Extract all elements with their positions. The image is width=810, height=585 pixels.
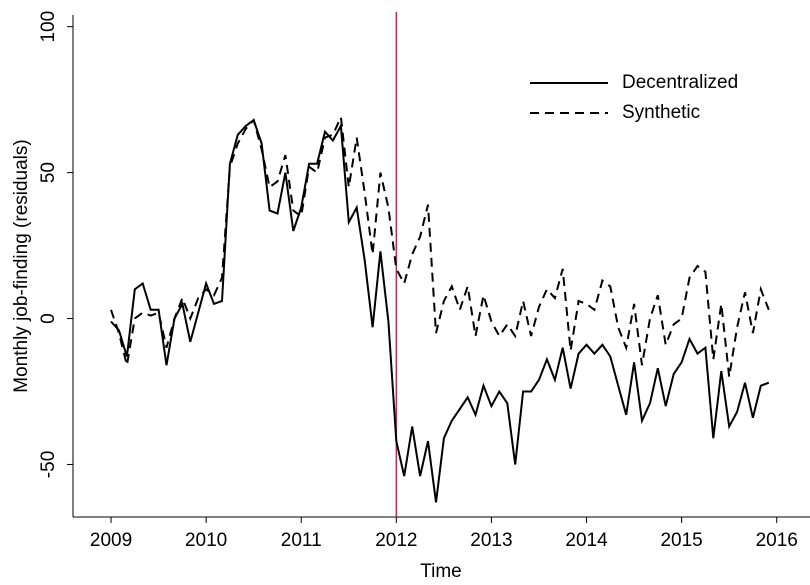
y-tick-label: 50 <box>38 162 59 183</box>
x-tick-label: 2012 <box>375 530 417 551</box>
x-tick-label: 2010 <box>185 530 227 551</box>
legend-label: Synthetic <box>622 102 700 123</box>
x-tick-label: 2015 <box>660 530 702 551</box>
series-line <box>110 118 770 503</box>
x-tick-label: 2016 <box>756 530 798 551</box>
y-tick-label: 0 <box>38 313 59 324</box>
x-tick-label: 2013 <box>470 530 512 551</box>
y-tick-label: 100 <box>38 11 59 43</box>
x-tick-label: 2009 <box>90 530 132 551</box>
x-tick-label: 2014 <box>565 530 608 551</box>
legend-label: Decentralized <box>622 72 738 93</box>
y-tick-label: -50 <box>38 451 59 478</box>
series-line <box>110 113 770 378</box>
x-axis-label: Time <box>420 561 462 582</box>
y-axis-label: Monthly job-finding (residuals) <box>11 139 32 392</box>
x-tick-label: 2011 <box>281 530 322 551</box>
